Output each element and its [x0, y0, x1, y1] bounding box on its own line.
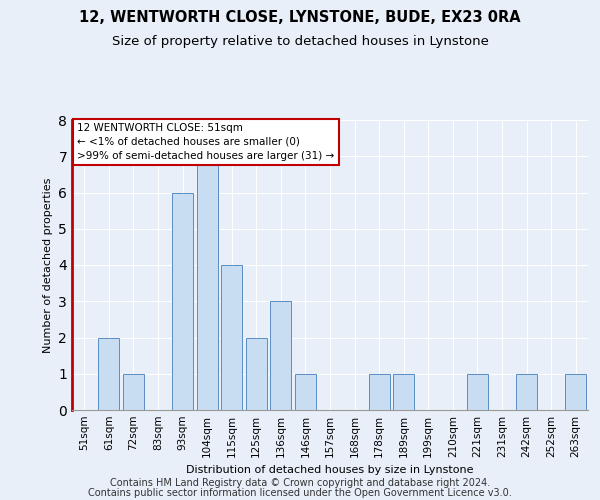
Bar: [565, 374, 586, 410]
Bar: [246, 338, 267, 410]
Bar: [295, 374, 316, 410]
Bar: [98, 338, 119, 410]
Text: Contains public sector information licensed under the Open Government Licence v3: Contains public sector information licen…: [88, 488, 512, 498]
Text: Contains HM Land Registry data © Crown copyright and database right 2024.: Contains HM Land Registry data © Crown c…: [110, 478, 490, 488]
Bar: [271, 301, 292, 410]
Text: Size of property relative to detached houses in Lynstone: Size of property relative to detached ho…: [112, 35, 488, 48]
Bar: [516, 374, 537, 410]
Bar: [393, 374, 414, 410]
Y-axis label: Number of detached properties: Number of detached properties: [43, 178, 53, 352]
Bar: [123, 374, 144, 410]
Bar: [221, 265, 242, 410]
Bar: [368, 374, 389, 410]
Text: 12 WENTWORTH CLOSE: 51sqm
← <1% of detached houses are smaller (0)
>99% of semi-: 12 WENTWORTH CLOSE: 51sqm ← <1% of detac…: [77, 123, 334, 161]
Bar: [172, 192, 193, 410]
Bar: [197, 156, 218, 410]
Text: 12, WENTWORTH CLOSE, LYNSTONE, BUDE, EX23 0RA: 12, WENTWORTH CLOSE, LYNSTONE, BUDE, EX2…: [79, 10, 521, 25]
Bar: [467, 374, 488, 410]
X-axis label: Distribution of detached houses by size in Lynstone: Distribution of detached houses by size …: [186, 466, 474, 475]
